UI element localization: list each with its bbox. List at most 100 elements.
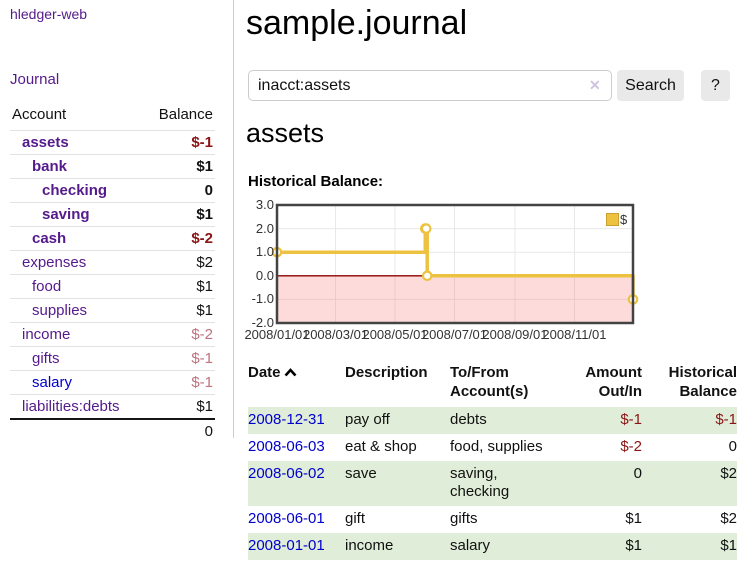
account-row: bank $1 (10, 154, 215, 179)
transaction-description: eat & shop (345, 438, 417, 455)
transaction-date-link[interactable]: 2008-06-03 (248, 438, 325, 455)
sidebar-item-journal[interactable]: Journal (10, 71, 60, 88)
transaction-description: pay off (345, 411, 390, 428)
account-balance: $-2 (143, 322, 215, 347)
account-link-assets[interactable]: assets (22, 134, 69, 151)
account-balance: $-2 (143, 226, 215, 251)
register-row: 2008-12-31 pay off debts $-1 $-1 (248, 407, 737, 434)
account-link-saving[interactable]: saving (42, 206, 90, 223)
account-balance: $1 (143, 298, 215, 323)
account-row: income $-2 (10, 322, 215, 347)
account-link-food[interactable]: food (32, 278, 62, 295)
historical-balance-chart[interactable]: $ 3.0 2.0 1.0 0.0 -1.0 -2.0 2008/01/01 2008/03/… (240, 197, 740, 347)
account-balance: $2 (143, 250, 215, 275)
transaction-balance: $2 (720, 465, 737, 482)
account-link-cash[interactable]: cash (32, 230, 67, 247)
account-link-supplies[interactable]: supplies (32, 302, 88, 319)
y-axis-tick-label: 2.0 (255, 220, 274, 236)
x-axis-tick-label: 2008/09/01 (482, 327, 548, 342)
register-table: Date Description To/From Account(s) Amou… (248, 361, 737, 560)
account-row: salary $-1 (10, 370, 215, 395)
account-row: liabilities:debts $1 (10, 394, 215, 419)
account-link-expenses[interactable]: expenses (22, 254, 87, 271)
sidebar-divider (233, 0, 234, 438)
brand-link[interactable]: hledger-web (10, 6, 88, 22)
transaction-amount: $-2 (620, 438, 642, 455)
register-header-row: Date Description To/From Account(s) Amou… (248, 361, 737, 407)
account-balance: $-1 (143, 370, 215, 395)
account-link-salary[interactable]: salary (32, 374, 73, 391)
account-row: supplies $1 (10, 298, 215, 323)
account-link-bank[interactable]: bank (32, 158, 68, 175)
description-column-header: Description (345, 364, 428, 381)
amount-column-header: Amount Out/In (585, 364, 642, 400)
account-row: expenses $2 (10, 250, 215, 275)
accounts-total-row: 0 (10, 418, 215, 443)
help-button[interactable]: ? (701, 70, 730, 101)
clear-search-icon[interactable]: ✕ (589, 77, 601, 93)
register-row: 2008-06-02 save saving, checking 0 $2 (248, 461, 737, 506)
transaction-date-link[interactable]: 2008-01-01 (248, 537, 325, 554)
transaction-date-link[interactable]: 2008-12-31 (248, 411, 325, 428)
register-row: 2008-06-01 gift gifts $1 $2 (248, 506, 737, 533)
register-row: 2008-01-01 income salary $1 $1 (248, 533, 737, 560)
y-axis-tick-label: 0.0 (255, 267, 274, 283)
transaction-balance: 0 (728, 438, 737, 455)
y-axis-tick-label: -2.0 (251, 315, 274, 330)
search-input[interactable] (248, 70, 612, 101)
account-balance: $1 (143, 154, 215, 179)
x-axis-tick-label: 2008/03/01 (302, 327, 369, 342)
account-balance: $1 (143, 274, 215, 299)
transaction-balance: $-1 (715, 411, 737, 428)
chart-plot (271, 203, 639, 325)
account-balance: 0 (143, 178, 215, 203)
account-balance: $1 (143, 202, 215, 227)
account-row: gifts $-1 (10, 346, 215, 371)
transaction-accounts: debts (450, 411, 487, 428)
transaction-accounts: saving, checking (450, 465, 510, 500)
transaction-amount: $-1 (620, 411, 642, 428)
date-column-header[interactable]: Date (248, 361, 345, 407)
account-balance: $-1 (143, 130, 215, 155)
legend-label: $ (620, 212, 628, 227)
account-row: saving $1 (10, 202, 215, 227)
balance-column-header: Historical Balance (668, 364, 737, 400)
accounts-sidebar: Account Balance assets $-1 bank $1 check… (10, 106, 215, 443)
transaction-date-link[interactable]: 2008-06-02 (248, 465, 325, 482)
accounts-total-balance: 0 (143, 418, 215, 443)
account-link-income[interactable]: income (22, 326, 71, 343)
transaction-accounts: salary (450, 537, 491, 554)
account-link-gifts[interactable]: gifts (32, 350, 60, 367)
balance-column-header: Balance (158, 106, 213, 123)
y-axis-tick-label: 3.0 (255, 197, 274, 212)
transaction-accounts: gifts (450, 510, 478, 527)
account-row: assets $-1 (10, 130, 215, 155)
account-link-checking[interactable]: checking (42, 182, 108, 199)
transaction-description: gift (345, 510, 366, 527)
y-axis-tick-label: 1.0 (255, 244, 274, 260)
transaction-date-link[interactable]: 2008-06-01 (248, 510, 325, 527)
y-axis-tick-label: -1.0 (251, 291, 274, 307)
transaction-amount: $1 (625, 537, 642, 554)
sort-ascending-icon (284, 363, 297, 382)
transaction-description: save (345, 465, 377, 482)
transaction-balance: $1 (720, 537, 737, 554)
x-axis-tick-label: 2008/07/01 (421, 327, 488, 342)
transaction-accounts: food, supplies (450, 438, 543, 455)
account-link-liabilities-debts[interactable]: liabilities:debts (22, 398, 120, 415)
legend-swatch (606, 213, 619, 226)
account-row: cash $-2 (10, 226, 215, 251)
search-button[interactable]: Search (617, 70, 684, 101)
register-row: 2008-06-03 eat & shop food, supplies $-2… (248, 434, 737, 461)
search-form: ✕ Search ? (248, 70, 742, 102)
account-balance: $-1 (143, 346, 215, 371)
transaction-balance: $2 (720, 510, 737, 527)
x-axis-tick-label: 2008/05/01 (362, 327, 428, 342)
account-column-header: Account (12, 106, 67, 123)
historical-balance-label: Historical Balance: (248, 173, 384, 190)
account-balance: $1 (143, 394, 215, 419)
accounts-column-header: To/From Account(s) (450, 364, 529, 400)
accounts-header-row: Account Balance (10, 106, 215, 131)
account-heading: assets (246, 118, 325, 148)
